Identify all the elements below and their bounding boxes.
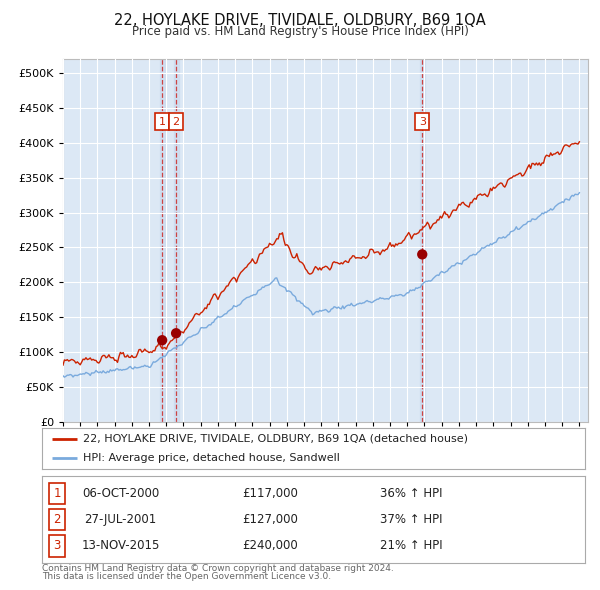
Bar bbox=[160, 59, 165, 422]
Text: 27-JUL-2001: 27-JUL-2001 bbox=[85, 513, 157, 526]
Text: This data is licensed under the Open Government Licence v3.0.: This data is licensed under the Open Gov… bbox=[42, 572, 331, 581]
Text: 2: 2 bbox=[173, 117, 179, 127]
Text: 06-OCT-2000: 06-OCT-2000 bbox=[82, 487, 160, 500]
Text: 13-NOV-2015: 13-NOV-2015 bbox=[82, 539, 160, 552]
Text: £240,000: £240,000 bbox=[242, 539, 298, 552]
Text: HPI: Average price, detached house, Sandwell: HPI: Average price, detached house, Sand… bbox=[83, 453, 340, 463]
Bar bbox=[173, 59, 179, 422]
Point bbox=[418, 250, 427, 259]
Text: 2: 2 bbox=[53, 513, 61, 526]
Text: 22, HOYLAKE DRIVE, TIVIDALE, OLDBURY, B69 1QA: 22, HOYLAKE DRIVE, TIVIDALE, OLDBURY, B6… bbox=[114, 13, 486, 28]
Text: Contains HM Land Registry data © Crown copyright and database right 2024.: Contains HM Land Registry data © Crown c… bbox=[42, 564, 394, 573]
Text: 3: 3 bbox=[53, 539, 61, 552]
Text: 36% ↑ HPI: 36% ↑ HPI bbox=[380, 487, 442, 500]
Text: 37% ↑ HPI: 37% ↑ HPI bbox=[380, 513, 442, 526]
Text: 21% ↑ HPI: 21% ↑ HPI bbox=[380, 539, 443, 552]
Point bbox=[171, 329, 181, 338]
Text: 1: 1 bbox=[53, 487, 61, 500]
Point bbox=[157, 336, 167, 345]
Text: Price paid vs. HM Land Registry's House Price Index (HPI): Price paid vs. HM Land Registry's House … bbox=[131, 25, 469, 38]
Text: £117,000: £117,000 bbox=[242, 487, 298, 500]
Text: £127,000: £127,000 bbox=[242, 513, 298, 526]
Bar bbox=[419, 59, 425, 422]
Text: 1: 1 bbox=[158, 117, 166, 127]
Text: 3: 3 bbox=[419, 117, 426, 127]
Text: 22, HOYLAKE DRIVE, TIVIDALE, OLDBURY, B69 1QA (detached house): 22, HOYLAKE DRIVE, TIVIDALE, OLDBURY, B6… bbox=[83, 434, 468, 444]
